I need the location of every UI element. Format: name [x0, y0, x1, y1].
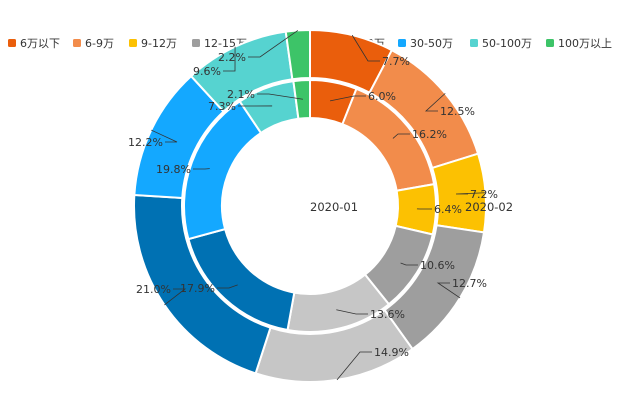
- inner-data-label-4: 10.6%: [420, 259, 455, 272]
- outer-leader-line-7: [151, 129, 178, 143]
- legend-item-3[interactable]: 9-12万: [129, 37, 177, 50]
- outer-slice-9[interactable]: [284, 28, 311, 81]
- outer-data-label-2: 12.5%: [440, 105, 475, 118]
- inner-leader-line-2: [392, 133, 410, 139]
- legend-swatch: [398, 39, 406, 47]
- inner-leader-line-1: [329, 95, 366, 102]
- legend-label: 100万以上: [558, 37, 612, 50]
- outer-data-label-7: 12.2%: [128, 136, 163, 149]
- legend-swatch: [192, 39, 200, 47]
- outer-data-label-3: 7.2%: [470, 188, 498, 201]
- outer-data-label-8: 9.6%: [193, 65, 221, 78]
- legend-label: 50-100万: [482, 37, 532, 50]
- outer-ring-2020-02: [133, 28, 487, 383]
- outer-leader-line-8: [223, 46, 236, 72]
- inner-data-label-3: 6.4%: [434, 203, 462, 216]
- inner-data-label-5: 13.6%: [370, 308, 405, 321]
- outer-data-label-9: 2.2%: [218, 51, 246, 64]
- inner-ring-2020-01: [183, 78, 437, 333]
- outer-leader-line-9: [248, 30, 299, 58]
- legend-item-1[interactable]: 6万以下: [8, 37, 60, 50]
- legend-swatch: [8, 39, 16, 47]
- inner-leader-line-9: [257, 93, 303, 100]
- inner-leader-line-4: [400, 262, 418, 266]
- inner-data-label-1: 6.0%: [368, 90, 396, 103]
- inner-data-label-2: 16.2%: [412, 128, 447, 141]
- legend-swatch: [73, 39, 81, 47]
- data-labels: 6.0% 16.2% 6.4% 10.6% 13.6% 17.9% 19.8% 7.3%2.1…: [128, 30, 498, 381]
- legend-item-2[interactable]: 6-9万: [73, 37, 114, 50]
- inner-data-label-9: 2.1%: [227, 88, 255, 101]
- outer-leader-line-5: [336, 351, 372, 381]
- legend-label: 30-50万: [410, 37, 453, 50]
- outer-series-label: 2020-02: [465, 200, 513, 214]
- inner-data-label-6: 17.9%: [180, 282, 215, 295]
- inner-series-label: 2020-01: [310, 200, 358, 214]
- outer-leader-line-2: [424, 93, 446, 112]
- legend-label: 6万以下: [20, 37, 60, 50]
- inner-data-label-8: 7.3%: [208, 100, 236, 113]
- legend-item-7[interactable]: 30-50万: [398, 37, 453, 50]
- legend-item-9[interactable]: 100万以上: [546, 37, 612, 50]
- legend-swatch: [470, 39, 478, 47]
- legend-swatch: [546, 39, 554, 47]
- outer-data-label-5: 14.9%: [374, 346, 409, 359]
- legend-label: 9-12万: [141, 37, 177, 50]
- outer-leader-line-1: [351, 34, 380, 62]
- legend-item-8[interactable]: 50-100万: [470, 37, 532, 50]
- outer-data-label-1: 7.7%: [382, 55, 410, 68]
- inner-leader-line-5: [336, 309, 368, 315]
- inner-leader-line-6: [217, 284, 238, 289]
- outer-leader-line-3: [455, 192, 486, 195]
- legend-swatch: [129, 39, 137, 47]
- inner-data-label-7: 19.8%: [156, 163, 191, 176]
- outer-data-label-6: 21.0%: [136, 283, 171, 296]
- legend-label: 6-9万: [85, 37, 114, 50]
- outer-leader-line-6: [164, 288, 187, 306]
- outer-data-label-4: 12.7%: [452, 277, 487, 290]
- outer-leader-line-4: [436, 282, 461, 299]
